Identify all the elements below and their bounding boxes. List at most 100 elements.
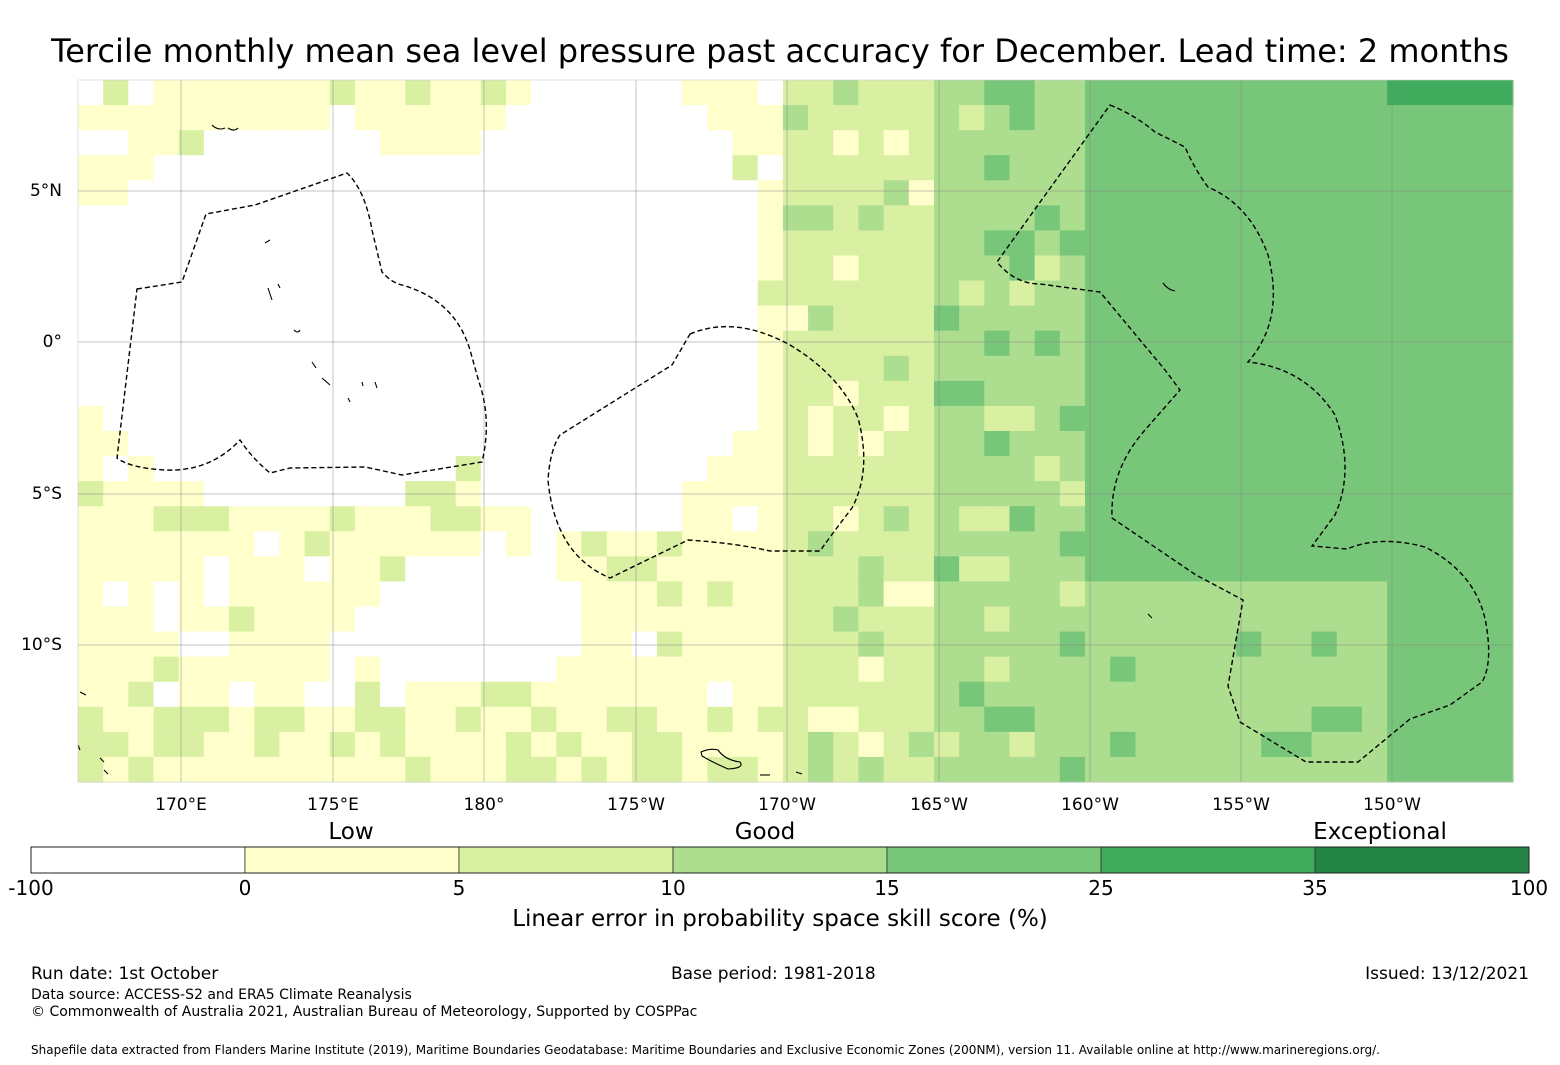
skill-cell [354, 330, 381, 357]
skill-cell [833, 631, 860, 658]
skill-cell [1009, 180, 1036, 206]
skill-cell [1034, 706, 1061, 733]
skill-cell [1361, 230, 1388, 257]
skill-cell [405, 330, 432, 357]
skill-cell [203, 355, 230, 382]
skill-cell [1311, 305, 1338, 332]
skill-cell [78, 205, 104, 232]
skill-cell [103, 280, 129, 307]
skill-cell [1160, 330, 1187, 357]
skill-cell [757, 180, 784, 206]
skill-cell [1487, 105, 1514, 131]
skill-cell [1160, 456, 1187, 482]
skill-cell [1387, 556, 1413, 583]
skill-cell [254, 180, 281, 206]
skill-cell [959, 330, 985, 357]
skill-cell [380, 105, 406, 131]
skill-cell [279, 105, 306, 131]
skill-cell [1236, 230, 1262, 257]
skill-cell [1361, 105, 1388, 131]
skill-cell [984, 80, 1011, 106]
skill-cell [455, 380, 482, 407]
skill-cell [1462, 305, 1489, 332]
skill-cell [1361, 556, 1388, 583]
skill-cell [1311, 205, 1338, 232]
skill-cell [581, 105, 608, 131]
skill-cell [1311, 656, 1338, 683]
skill-cell [858, 230, 885, 257]
skill-cell [707, 280, 734, 307]
skill-cell [1135, 280, 1162, 307]
skill-cell [631, 305, 658, 332]
skill-cell [732, 255, 759, 282]
skill-cell [304, 255, 331, 282]
skill-cell [1135, 531, 1162, 557]
skill-cell [1387, 606, 1413, 633]
skill-cell [178, 80, 205, 106]
skill-cell [933, 656, 960, 683]
skill-cell [833, 305, 860, 332]
skill-cell [1336, 631, 1363, 658]
skill-cell [78, 531, 104, 557]
skill-cell [933, 581, 960, 608]
skill-cell [505, 656, 532, 683]
skill-cell [984, 581, 1011, 608]
skill-cell [984, 405, 1011, 432]
skill-cell [1059, 355, 1086, 382]
skill-cell [631, 255, 658, 282]
skill-cell [959, 130, 985, 156]
skill-cell [707, 380, 734, 407]
skill-cell [128, 130, 155, 156]
skill-cell [329, 506, 356, 532]
skill-cell [304, 155, 331, 181]
skill-cell [908, 255, 935, 282]
colorbar-segment [458, 846, 674, 874]
skill-cell [455, 330, 482, 357]
skill-cell [1336, 305, 1363, 332]
skill-cell [78, 230, 104, 257]
skill-cell [1387, 305, 1413, 332]
skill-cell [883, 431, 910, 457]
skill-cell [1487, 506, 1514, 532]
skill-cell [933, 305, 960, 332]
skill-cell [1286, 631, 1313, 658]
skill-cell [732, 731, 759, 758]
skill-cell [1135, 431, 1162, 457]
skill-cell [1009, 380, 1036, 407]
skill-cell [1110, 456, 1136, 482]
skill-cell [229, 180, 255, 206]
skill-cell [808, 105, 834, 131]
skill-cell [1236, 606, 1262, 633]
skill-cell [103, 756, 129, 783]
skill-cell [1361, 706, 1388, 733]
skill-cell [908, 756, 935, 783]
skill-cell [304, 280, 331, 307]
skill-cell [757, 756, 784, 783]
skill-cell [1085, 280, 1111, 307]
skill-cell [1110, 556, 1136, 583]
skill-cell [606, 656, 633, 683]
skill-cell [455, 405, 482, 432]
skill-cell [430, 80, 457, 106]
skill-cell [380, 330, 406, 357]
skill-cell [279, 656, 306, 683]
skill-cell [1034, 731, 1061, 758]
skill-cell [883, 230, 910, 257]
skill-cell [203, 330, 230, 357]
skill-cell [405, 255, 432, 282]
skill-cell [858, 681, 885, 708]
skill-cell [1085, 506, 1111, 532]
skill-cell [229, 105, 255, 131]
skill-cell [1059, 205, 1086, 232]
skill-cell [279, 531, 306, 557]
skill-cell [128, 556, 155, 583]
skill-cell [103, 155, 129, 181]
skill-cell [254, 205, 281, 232]
skill-cell [1261, 681, 1288, 708]
skill-cell [1387, 506, 1413, 532]
skill-cell [707, 355, 734, 382]
skill-cell [505, 731, 532, 758]
skill-cell [203, 180, 230, 206]
legend-category-low: Low [328, 819, 374, 845]
colorbar-tick-label: 5 [452, 876, 466, 900]
